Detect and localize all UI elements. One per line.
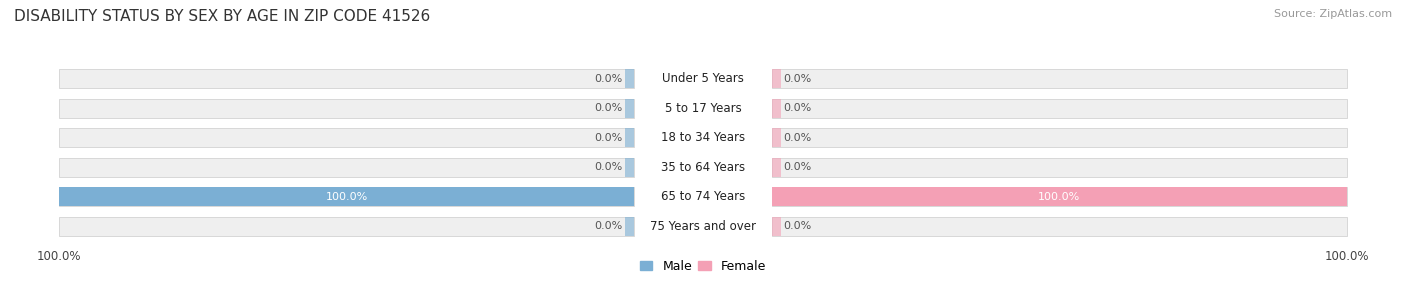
Bar xyxy=(772,99,1347,118)
Text: 0.0%: 0.0% xyxy=(595,133,623,143)
Text: 35 to 64 Years: 35 to 64 Years xyxy=(661,161,745,174)
Text: DISABILITY STATUS BY SEX BY AGE IN ZIP CODE 41526: DISABILITY STATUS BY SEX BY AGE IN ZIP C… xyxy=(14,9,430,24)
Bar xyxy=(626,99,634,118)
Bar xyxy=(772,69,780,88)
Text: 0.0%: 0.0% xyxy=(783,103,811,113)
Text: 0.0%: 0.0% xyxy=(595,74,623,84)
Bar xyxy=(772,187,1347,206)
Text: 0.0%: 0.0% xyxy=(595,162,623,172)
Text: 0.0%: 0.0% xyxy=(783,221,811,231)
Bar xyxy=(772,99,780,118)
Text: 65 to 74 Years: 65 to 74 Years xyxy=(661,190,745,203)
Bar xyxy=(59,128,634,147)
Text: 18 to 34 Years: 18 to 34 Years xyxy=(661,131,745,144)
Bar xyxy=(772,158,1347,177)
Bar xyxy=(772,128,780,147)
Bar xyxy=(59,158,634,177)
Bar xyxy=(59,69,634,88)
Bar xyxy=(772,158,780,177)
Text: 0.0%: 0.0% xyxy=(783,74,811,84)
Text: 0.0%: 0.0% xyxy=(595,221,623,231)
Text: 100.0%: 100.0% xyxy=(326,192,368,202)
Bar xyxy=(626,158,634,177)
Bar xyxy=(626,128,634,147)
Bar xyxy=(772,217,1347,236)
Bar xyxy=(626,69,634,88)
Text: 75 Years and over: 75 Years and over xyxy=(650,220,756,233)
Text: Source: ZipAtlas.com: Source: ZipAtlas.com xyxy=(1274,9,1392,19)
Bar xyxy=(772,128,1347,147)
Bar xyxy=(772,69,1347,88)
Text: Under 5 Years: Under 5 Years xyxy=(662,72,744,85)
Bar xyxy=(59,187,634,206)
Bar xyxy=(772,187,1347,206)
Bar xyxy=(59,187,634,206)
Bar xyxy=(772,217,780,236)
Text: 0.0%: 0.0% xyxy=(595,103,623,113)
Legend: Male, Female: Male, Female xyxy=(636,255,770,278)
Text: 0.0%: 0.0% xyxy=(783,133,811,143)
Text: 5 to 17 Years: 5 to 17 Years xyxy=(665,102,741,115)
Text: 100.0%: 100.0% xyxy=(1038,192,1080,202)
Text: 0.0%: 0.0% xyxy=(783,162,811,172)
Bar xyxy=(626,217,634,236)
Bar xyxy=(59,99,634,118)
Bar xyxy=(59,217,634,236)
